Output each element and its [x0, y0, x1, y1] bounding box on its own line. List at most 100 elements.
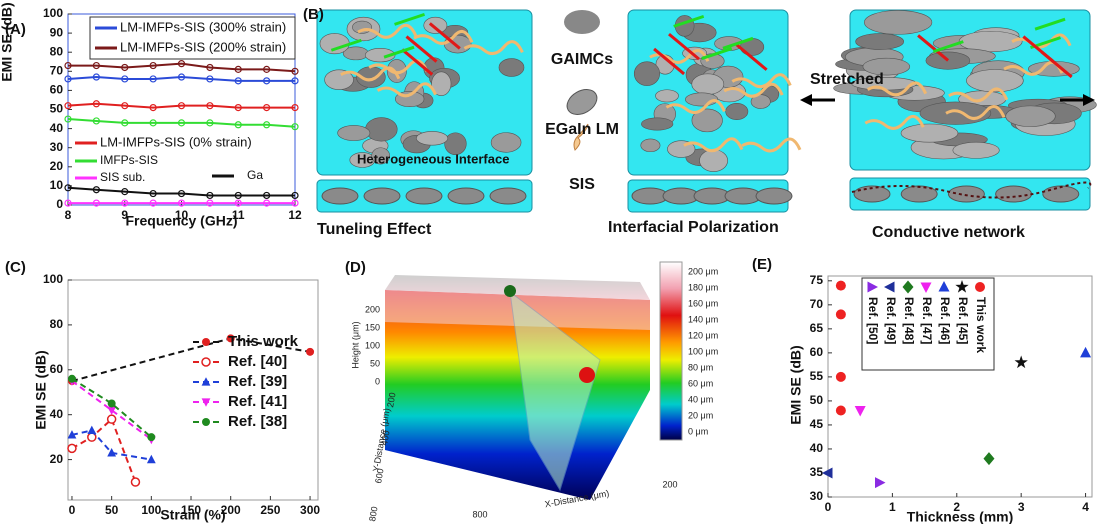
x-tick-label: 50 [105, 503, 119, 517]
marker [855, 406, 866, 417]
colorbar-label: 20 μm [688, 410, 713, 420]
y-tick-label: 55 [810, 369, 824, 383]
particle [491, 133, 521, 153]
height-tick: 50 [370, 358, 380, 368]
plot-frame [68, 280, 318, 500]
particle [320, 33, 349, 53]
marker [202, 377, 211, 385]
y-tick-label: 30 [810, 489, 824, 503]
diagram: (B) GAIMCs EGaIn LM SIS Stretched Hetero… [303, 6, 1096, 241]
particle [856, 34, 904, 50]
marker [202, 418, 210, 426]
caption: Conductive network [872, 224, 1025, 241]
colorbar-label: 200 μm [688, 266, 718, 276]
y-tick-label: 60 [810, 345, 824, 359]
x-tick-label: 3 [1018, 500, 1025, 514]
colorbar-label: 80 μm [688, 362, 713, 372]
caption: Interfacial Polarization [608, 219, 779, 236]
y-tick-label: 50 [50, 102, 64, 116]
marker [306, 348, 314, 356]
y-tick-label: 70 [50, 63, 64, 77]
x-distance-tick: 200 [662, 479, 677, 489]
axis-label: Height (μm) [350, 321, 360, 368]
particle [864, 10, 932, 34]
y-tick-label: 0 [56, 197, 63, 211]
y-tick-label: 10 [50, 178, 64, 192]
marker [202, 338, 210, 346]
x-axis-label: Strain (%) [160, 507, 225, 523]
y-tick-label: 80 [50, 44, 64, 58]
colorbar-label: 40 μm [688, 394, 713, 404]
y-axis-label: EMI SE (dB) [0, 2, 15, 81]
panel-label: (C) [5, 259, 26, 276]
marker [68, 444, 76, 452]
particle [700, 150, 728, 172]
legend-label: Ref. [45] [956, 297, 970, 344]
marker [147, 455, 156, 463]
x-tick-label: 8 [65, 208, 72, 222]
chart: (E)3035404550556065707501234Thickness (m… [752, 256, 1092, 524]
particle [641, 139, 660, 152]
x-axis-label: Frequency (GHz) [125, 213, 237, 229]
marker [108, 415, 116, 423]
particle [424, 17, 447, 33]
particle [448, 188, 484, 204]
marker [202, 398, 211, 406]
marker [504, 285, 516, 297]
y-tick-label: 70 [810, 297, 824, 311]
y-tick-label: 80 [50, 317, 64, 331]
particle [338, 125, 370, 140]
marker [836, 372, 846, 382]
marker [822, 467, 833, 478]
y-tick-label: 20 [50, 452, 64, 466]
legend-label: LM-IMFPs-SIS (200% strain) [120, 39, 286, 54]
particle [366, 118, 398, 142]
height-tick: 200 [365, 304, 380, 314]
particle [920, 102, 991, 124]
colorbar-label: 160 μm [688, 298, 718, 308]
height-tick: 150 [365, 322, 380, 332]
particle [1043, 186, 1079, 202]
particle [1006, 106, 1056, 127]
marker [202, 358, 210, 366]
legend-label: Ref. [47] [920, 297, 934, 344]
legend-label: Ref. [50] [866, 297, 880, 344]
legend-label: Ref. [40] [228, 353, 287, 370]
figure: (B) GAIMCs EGaIn LM SIS Stretched Hetero… [0, 0, 1097, 524]
y-tick-label: 45 [810, 417, 824, 431]
label: GAIMCs [551, 51, 613, 68]
y-tick-label: 60 [50, 83, 64, 97]
panel-label: (B) [303, 6, 324, 23]
particle [634, 62, 659, 86]
panel-label: (D) [345, 259, 366, 276]
x-axis-label: Thickness (mm) [907, 509, 1014, 524]
particle [726, 103, 748, 119]
particle [641, 118, 673, 130]
legend-label: Ref. [38] [228, 413, 287, 430]
marker [108, 399, 116, 407]
particle [499, 59, 524, 77]
legend-label: Ref. [48] [902, 297, 916, 344]
marker [875, 477, 886, 488]
y-axis-label: EMI SE (dB) [788, 345, 804, 424]
colorbar-label: 100 μm [688, 346, 718, 356]
series-line [72, 419, 135, 482]
particle-icon [564, 10, 600, 34]
marker [836, 309, 846, 319]
y-tick-label: 100 [43, 6, 63, 20]
series-line [68, 104, 295, 108]
y-tick-label: 35 [810, 465, 824, 479]
legend-label: Ga [247, 168, 263, 182]
legend-label: IMFPs-SIS [100, 153, 158, 167]
colorbar-label: 140 μm [688, 314, 718, 324]
marker [107, 407, 116, 415]
legend-label: Ref. [49] [884, 297, 898, 344]
particle [322, 188, 358, 204]
y-tick-label: 40 [810, 441, 824, 455]
series-line [68, 64, 295, 72]
profile-panel: (D) Height (μm) Y-Distance (μm) X-Distan… [345, 259, 718, 522]
chart: (C)20406080100050100150200250300Strain (… [5, 259, 320, 523]
y-tick-label: 40 [50, 407, 64, 421]
marker [1015, 355, 1028, 368]
x-tick-label: 0 [825, 500, 832, 514]
